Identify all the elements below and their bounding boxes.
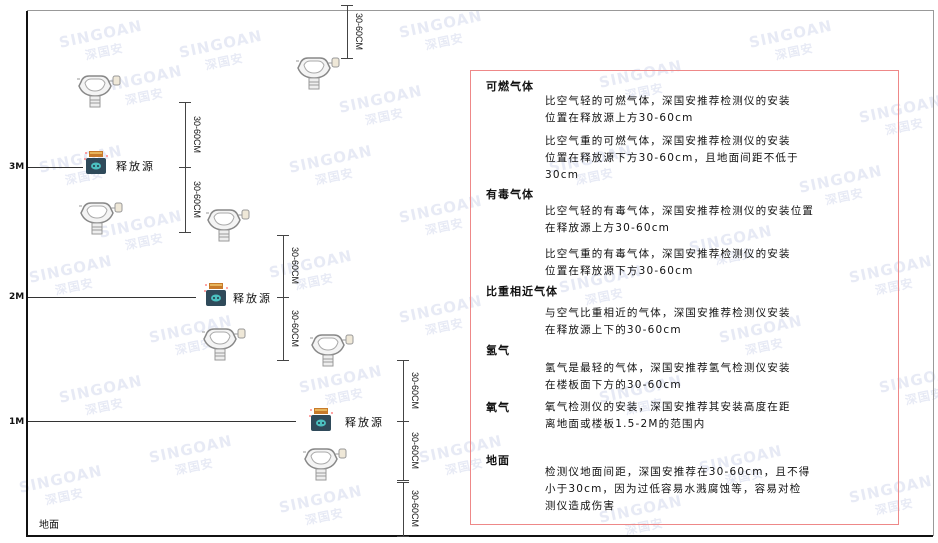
dimension-line <box>347 5 348 58</box>
level-2m-label: 2M <box>9 292 25 302</box>
dimension-label: 30-60CM <box>410 371 420 409</box>
floor-line <box>27 535 933 537</box>
dimension-line <box>185 167 186 232</box>
dimension-tick <box>179 167 191 168</box>
watermark: SINGOAN 深国安 <box>747 16 834 63</box>
dimension-label: 30-60CM <box>410 431 420 469</box>
legend-line: 测仪造成伤害 <box>545 500 616 512</box>
right-border <box>933 10 934 536</box>
release-source-label: 释放源 <box>233 292 272 305</box>
dimension-line <box>283 235 284 297</box>
watermark: SINGOAN 深国安 <box>177 26 264 73</box>
release-source-icon <box>202 282 230 312</box>
dimension-tick <box>277 297 289 298</box>
dimension-label: 30-60CM <box>410 490 420 528</box>
legend-line: 在楼板面下方的30-60cm <box>545 379 682 391</box>
dimension-label: 30-60CM <box>290 309 300 347</box>
dimension-tick <box>341 5 353 6</box>
legend-line: 氢气是最轻的气体，深国安推荐氢气检测仪安装 <box>545 362 791 374</box>
ground-label: 地面 <box>39 520 59 531</box>
dimension-tick <box>397 421 409 422</box>
legend-section-title: 比重相近气体 <box>486 285 558 298</box>
watermark: SINGOAN 深国安 <box>337 81 424 128</box>
release-source-label: 释放源 <box>116 160 155 173</box>
dimension-tick <box>397 360 409 361</box>
legend-section-title: 可燃气体 <box>486 80 534 93</box>
dimension-line <box>283 297 284 360</box>
watermark: SINGOAN 深国安 <box>57 371 144 418</box>
gas-detector-icon <box>79 201 123 239</box>
dimension-line <box>403 482 404 536</box>
dimension-label: 30-60CM <box>192 115 202 153</box>
dimension-line <box>403 421 404 480</box>
wall-axis <box>26 11 28 537</box>
dimension-tick <box>277 235 289 236</box>
legend-line: 氧气检测仪的安装，深国安推荐其安装高度在距 <box>545 401 791 413</box>
legend-line: 检测仪地面间距，深国安推荐在30-60cm，且不得 <box>545 466 811 478</box>
ceiling-line <box>27 10 933 11</box>
legend-line: 在释放源上下的30-60cm <box>545 324 682 336</box>
level-1m-line <box>28 421 296 422</box>
dimension-tick <box>397 536 409 537</box>
legend-paragraph: 比空气重的有毒气体，深国安推荐检测仪的安装 位置在释放源下方30-60cm <box>545 246 791 280</box>
legend-section-title: 氧气 <box>486 401 510 414</box>
legend-line: 在释放源上方30-60cm <box>545 222 671 234</box>
legend-line: 比空气轻的可燃气体，深国安推荐检测仪的安装 <box>545 95 791 107</box>
gas-detector-icon <box>303 447 347 485</box>
watermark: SINGOAN 深国安 <box>57 16 144 63</box>
dimension-tick <box>277 360 289 361</box>
legend-box <box>470 70 899 525</box>
level-2m-line <box>28 297 196 298</box>
legend-line: 位置在释放源下方30-60cm <box>545 265 694 277</box>
dimension-tick <box>179 102 191 103</box>
legend-line: 比空气轻的有毒气体，深国安推荐检测仪的安装位置 <box>545 205 815 217</box>
watermark: SINGOAN 深国安 <box>287 141 374 188</box>
watermark: SINGOAN 深国安 <box>17 461 104 508</box>
legend-paragraph: 比空气轻的有毒气体，深国安推荐检测仪的安装位置 在释放源上方30-60cm <box>545 203 814 237</box>
legend-paragraph: 比空气轻的可燃气体，深国安推荐检测仪的安装 位置在释放源上方30-60cm <box>545 93 791 127</box>
gas-detector-icon <box>296 56 340 94</box>
legend-section-title: 有毒气体 <box>486 188 534 201</box>
legend-section-title: 地面 <box>486 454 510 467</box>
dimension-tick <box>179 232 191 233</box>
legend-paragraph: 比空气重的可燃气体，深国安推荐检测仪的安装 位置在释放源下方30-60cm，且地面… <box>545 133 799 184</box>
gas-detector-icon <box>77 74 121 112</box>
dimension-tick <box>397 480 409 481</box>
watermark: SINGOAN 深国安 <box>397 6 484 53</box>
level-3m-line <box>28 167 83 168</box>
legend-line: 比空气重的有毒气体，深国安推荐检测仪的安装 <box>545 248 791 260</box>
watermark: SINGOAN 深国安 <box>277 481 364 528</box>
gas-detector-icon <box>310 333 354 371</box>
release-source-icon <box>307 407 335 437</box>
dimension-line <box>185 102 186 167</box>
watermark: SINGOAN 深国安 <box>27 251 114 298</box>
legend-line: 30cm <box>545 169 580 181</box>
watermark: SINGOAN 深国安 <box>147 431 234 478</box>
legend-line: 比空气重的可燃气体，深国安推荐检测仪的安装 <box>545 135 791 147</box>
legend-paragraph: 检测仪地面间距，深国安推荐在30-60cm，且不得 小于30cm，因为过低容易水溅… <box>545 464 811 515</box>
level-3m-label: 3M <box>9 162 25 172</box>
legend-paragraph: 与空气比重相近的气体，深国安推荐检测仪安装 在释放源上下的30-60cm <box>545 305 791 339</box>
dimension-tick <box>341 58 353 59</box>
legend-section-title: 氢气 <box>486 344 510 357</box>
release-source-label: 释放源 <box>345 416 384 429</box>
legend-paragraph: 氧气检测仪的安装，深国安推荐其安装高度在距 离地面或楼板1.5-2M的范围内 <box>545 399 791 433</box>
dimension-tick <box>397 482 409 483</box>
legend-line: 小于30cm，因为过低容易水溅腐蚀等，容易对检 <box>545 483 802 495</box>
dimension-label: 30-60CM <box>354 12 364 50</box>
level-1m-label: 1M <box>9 417 25 427</box>
dimension-line <box>403 360 404 421</box>
release-source-icon <box>82 150 110 180</box>
gas-detector-icon <box>206 208 250 246</box>
legend-paragraph: 氢气是最轻的气体，深国安推荐氢气检测仪安装 在楼板面下方的30-60cm <box>545 360 791 394</box>
watermark: SINGOAN 深国安 <box>267 246 354 293</box>
gas-detector-icon <box>202 327 246 365</box>
dimension-label: 30-60CM <box>290 247 300 285</box>
legend-line: 位置在释放源上方30-60cm <box>545 112 694 124</box>
legend-line: 与空气比重相近的气体，深国安推荐检测仪安装 <box>545 307 791 319</box>
legend-line: 位置在释放源下方30-60cm，且地面间距不低于 <box>545 152 799 164</box>
dimension-label: 30-60CM <box>192 180 202 218</box>
legend-line: 离地面或楼板1.5-2M的范围内 <box>545 418 706 430</box>
